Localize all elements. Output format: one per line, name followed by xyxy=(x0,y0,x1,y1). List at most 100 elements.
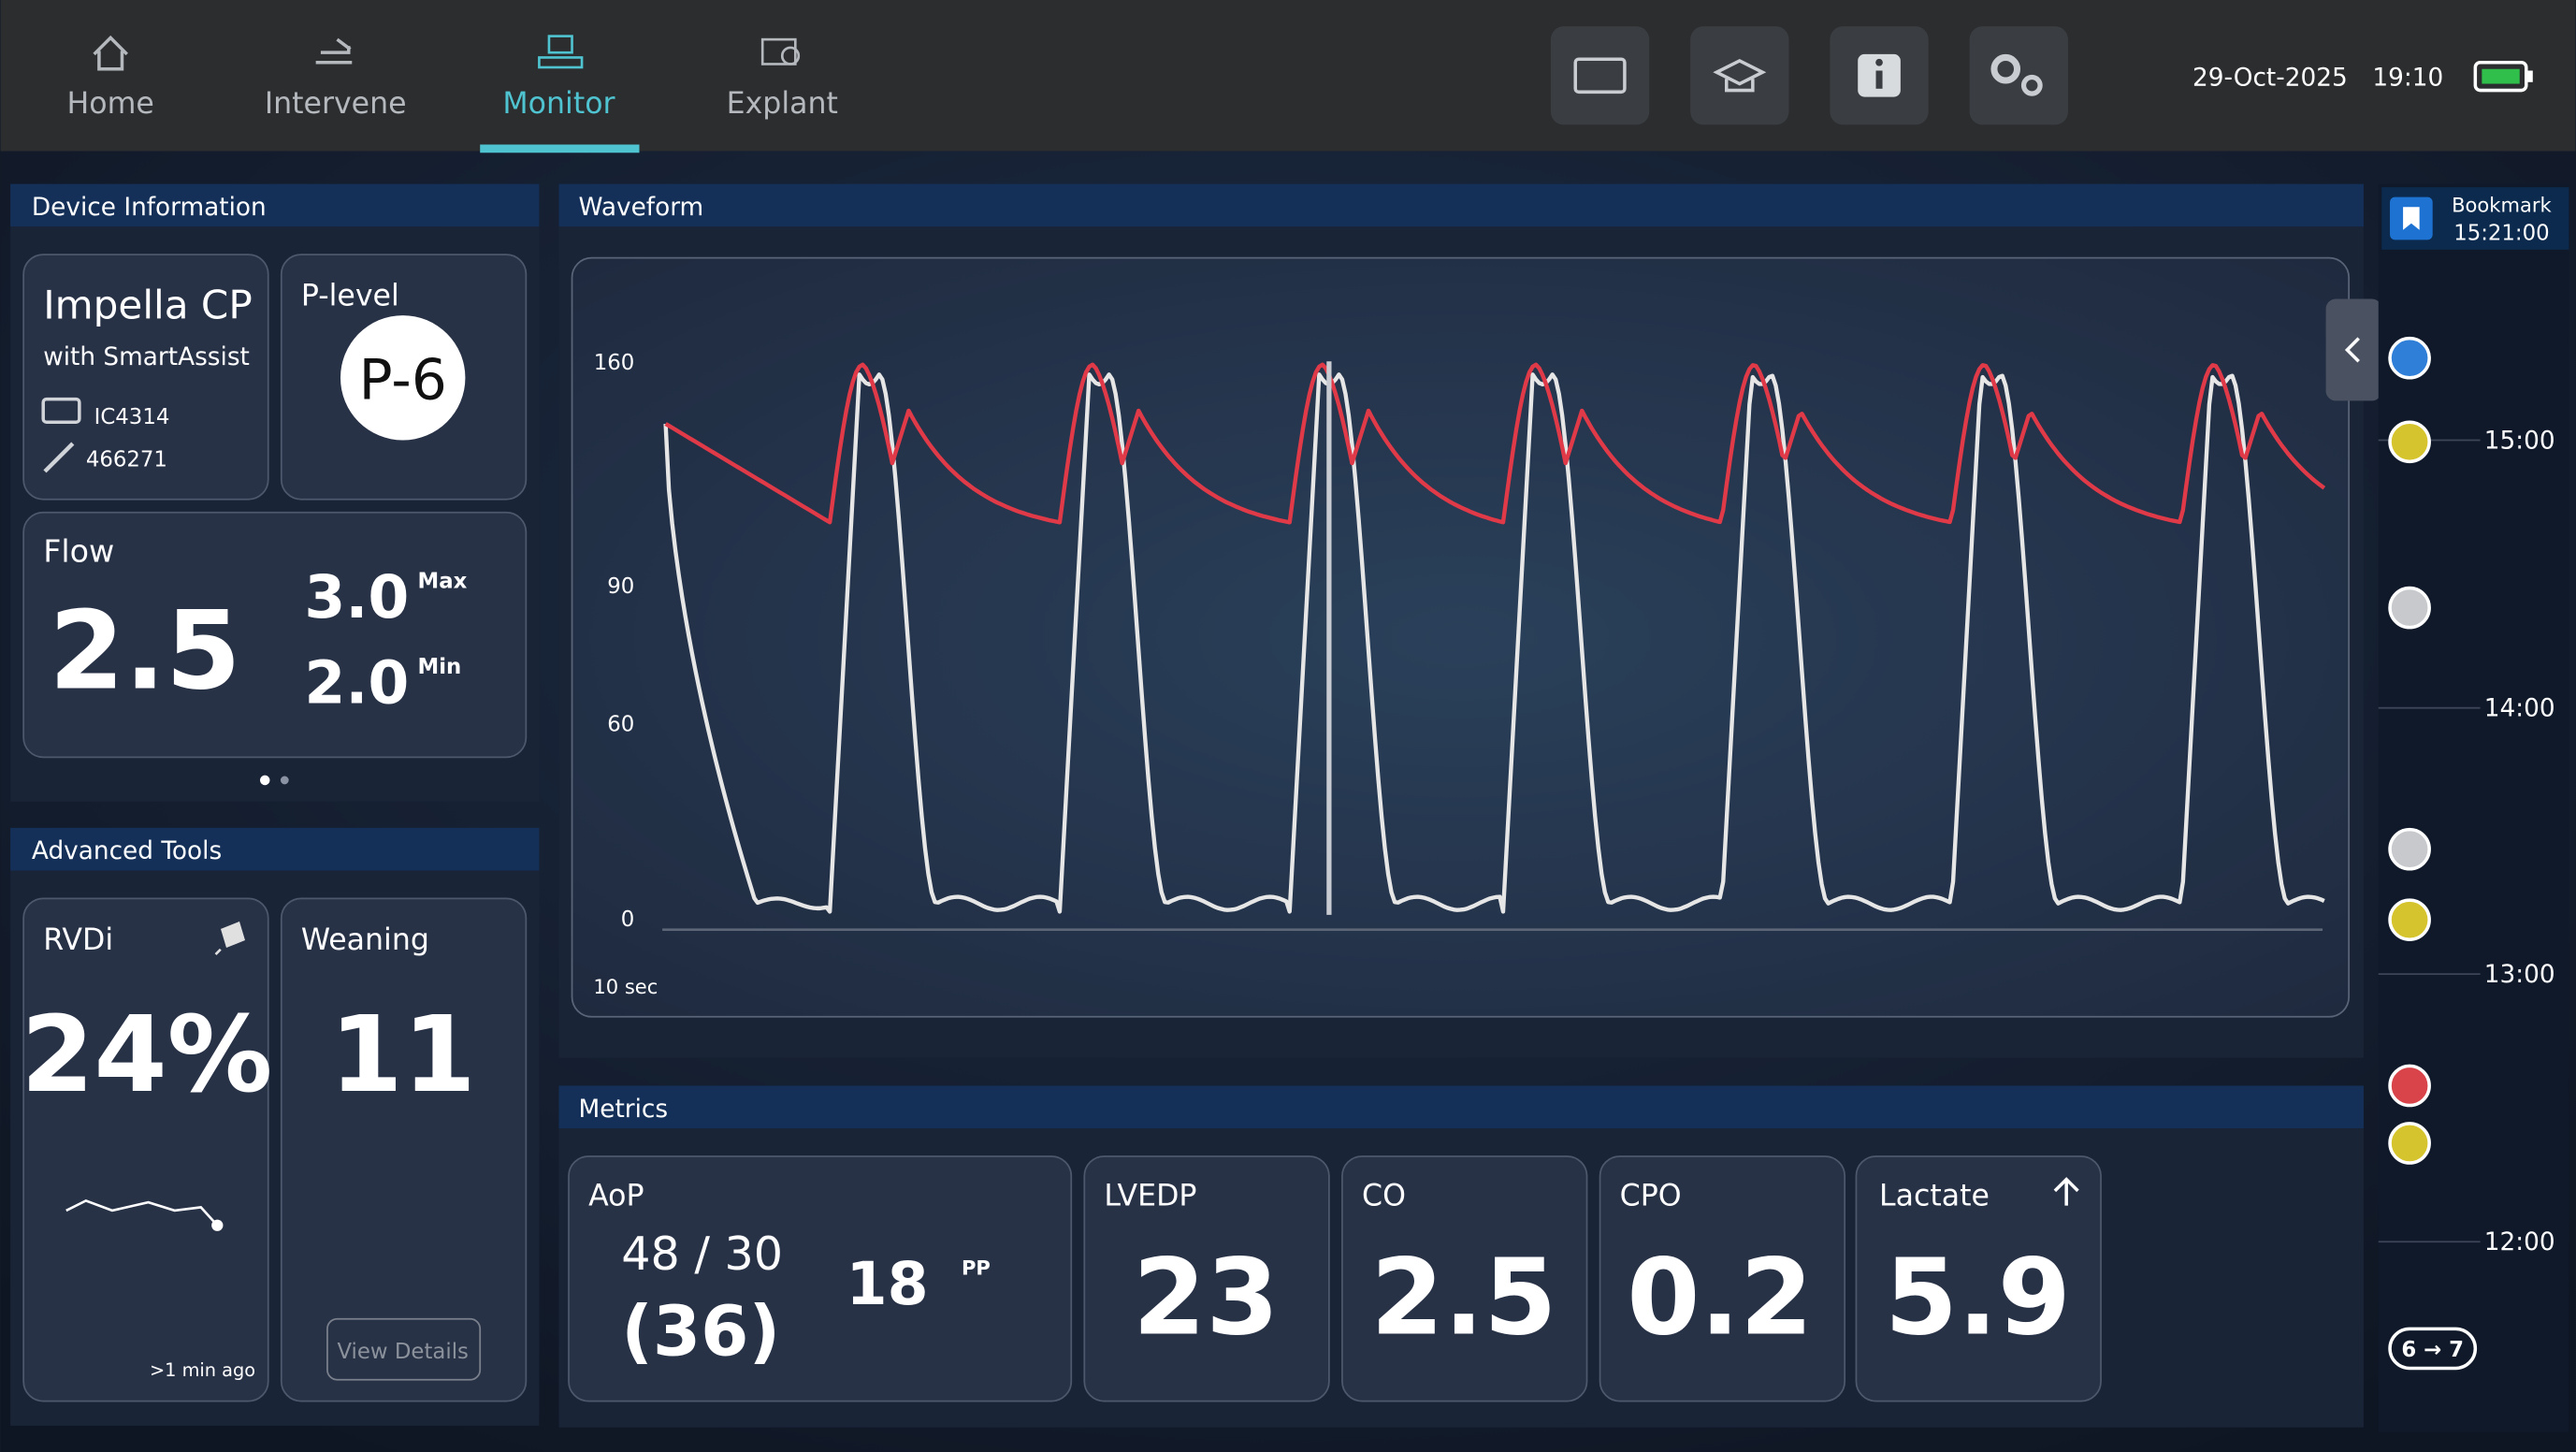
panel-title: Waveform xyxy=(579,194,704,222)
rvdi-label: RVDi xyxy=(43,923,113,957)
time-label: 14:00 xyxy=(2484,694,2555,722)
events xyxy=(2388,336,2431,1165)
page-dot[interactable] xyxy=(280,776,289,785)
y-tick-label: 160 xyxy=(594,351,635,375)
tab-intervene[interactable]: Intervene xyxy=(265,37,407,121)
battery xyxy=(2473,60,2533,93)
console-id: IC4314 xyxy=(94,405,170,429)
cpo-card xyxy=(1599,1155,1846,1402)
active-tab-indicator xyxy=(480,144,640,153)
p-level-change-badge[interactable] xyxy=(2388,1327,2478,1371)
lv-pressure-trace xyxy=(663,372,2325,914)
weaning-value: 11 xyxy=(330,995,476,1116)
y-tick-label: 90 xyxy=(607,574,634,599)
lvedp-label: LVEDP xyxy=(1104,1180,1196,1213)
event[interactable] xyxy=(2388,1122,2431,1165)
p-level: P-6 xyxy=(359,349,447,414)
panel-title: Advanced Tools xyxy=(32,837,222,865)
rvdi-value: 24% xyxy=(21,995,272,1116)
lactate-value: 5.9 xyxy=(1885,1238,2071,1359)
co-card xyxy=(1341,1155,1588,1402)
panel-header xyxy=(558,183,2364,227)
aop-mean: (36) xyxy=(621,1292,780,1372)
panel-title: Device Information xyxy=(32,194,267,222)
event[interactable] xyxy=(2388,420,2431,464)
timeline xyxy=(2378,183,2569,1432)
waveform-traces xyxy=(663,361,2326,915)
aortic-pressure-trace xyxy=(664,362,2326,525)
page-dot[interactable] xyxy=(259,775,270,786)
icon xyxy=(1713,58,1767,93)
pump-icon xyxy=(43,442,75,473)
co-value: 2.5 xyxy=(1370,1238,1556,1359)
y-tick-label: 60 xyxy=(607,712,634,736)
view-details-button[interactable] xyxy=(326,1317,482,1381)
time: 19:10 xyxy=(2372,64,2443,92)
lvedp-value: 23 xyxy=(1133,1238,1279,1359)
tab-home[interactable]: Home xyxy=(67,35,154,121)
p-level-label: P-level xyxy=(301,280,399,313)
flow-max: 3.0 xyxy=(304,562,409,632)
panel-header xyxy=(558,1085,2364,1129)
time-span: 10 sec xyxy=(593,975,658,998)
icon xyxy=(1875,70,1883,89)
console-icon xyxy=(41,397,81,424)
event[interactable] xyxy=(2388,1064,2431,1108)
rvdi-card[interactable] xyxy=(22,897,269,1402)
view-details-label: View Details xyxy=(337,1340,468,1364)
waveform-card xyxy=(571,256,2351,1018)
tab-label: Home xyxy=(67,87,154,121)
badge-label: 6 → 7 xyxy=(2401,1338,2464,1362)
co-label: CO xyxy=(1362,1180,1406,1213)
tab-monitor[interactable]: Monitor xyxy=(480,35,640,153)
time-label: 12:00 xyxy=(2484,1228,2555,1256)
panel-header xyxy=(10,827,540,871)
training-button[interactable] xyxy=(1690,26,1789,125)
y-tick-label: 0 xyxy=(621,908,635,932)
bookmark-time: 15:21:00 xyxy=(2453,221,2549,245)
aop-label: AoP xyxy=(588,1180,644,1213)
lvedp-card xyxy=(1083,1155,1330,1402)
time-label: 15:00 xyxy=(2484,427,2555,455)
icon xyxy=(1875,58,1883,66)
event[interactable] xyxy=(2388,898,2431,941)
tab-explant[interactable]: Explant xyxy=(727,37,838,121)
tab-label: Explant xyxy=(727,87,838,121)
date: 29-Oct-2025 xyxy=(2192,64,2348,92)
icon xyxy=(2020,74,2043,96)
panel-title: Metrics xyxy=(579,1096,669,1124)
collapse-tab[interactable] xyxy=(2325,298,2382,401)
device-subtitle: with SmartAssist xyxy=(43,343,250,371)
weaning-label: Weaning xyxy=(301,923,429,957)
flow-value: 2.5 xyxy=(49,588,240,715)
toolbar xyxy=(1550,26,2068,125)
lactate-label: Lactate xyxy=(1879,1180,1990,1213)
p-level-badge xyxy=(340,315,466,441)
keyboard-button[interactable] xyxy=(1550,26,1650,125)
cpo-label: CPO xyxy=(1620,1180,1682,1213)
flow-card xyxy=(22,511,528,759)
flow-min: 2.0 xyxy=(304,647,409,717)
bookmark-glyph xyxy=(2403,207,2420,230)
tab-label: Intervene xyxy=(265,87,407,121)
icon xyxy=(1990,53,2021,84)
event[interactable] xyxy=(2388,586,2431,630)
pump-id: 466271 xyxy=(86,448,167,472)
trend-up-icon xyxy=(2053,1177,2079,1206)
weaning-card xyxy=(280,897,528,1402)
time-label: 13:00 xyxy=(2484,961,2555,989)
lactate-card xyxy=(1855,1155,2102,1402)
event[interactable] xyxy=(2388,827,2431,871)
max-label: Max xyxy=(418,570,468,594)
device-card xyxy=(22,254,269,501)
aop-card xyxy=(568,1155,1073,1402)
flow-label: Flow xyxy=(43,532,114,569)
pp-label: PP xyxy=(962,1256,991,1279)
aop-sys-dia: 48 / 30 xyxy=(621,1227,783,1281)
event[interactable] xyxy=(2388,336,2431,380)
pin-icon xyxy=(214,921,246,955)
top-bar xyxy=(0,0,2576,152)
min-label: Min xyxy=(418,655,462,679)
cpo-value: 0.2 xyxy=(1627,1238,1813,1359)
